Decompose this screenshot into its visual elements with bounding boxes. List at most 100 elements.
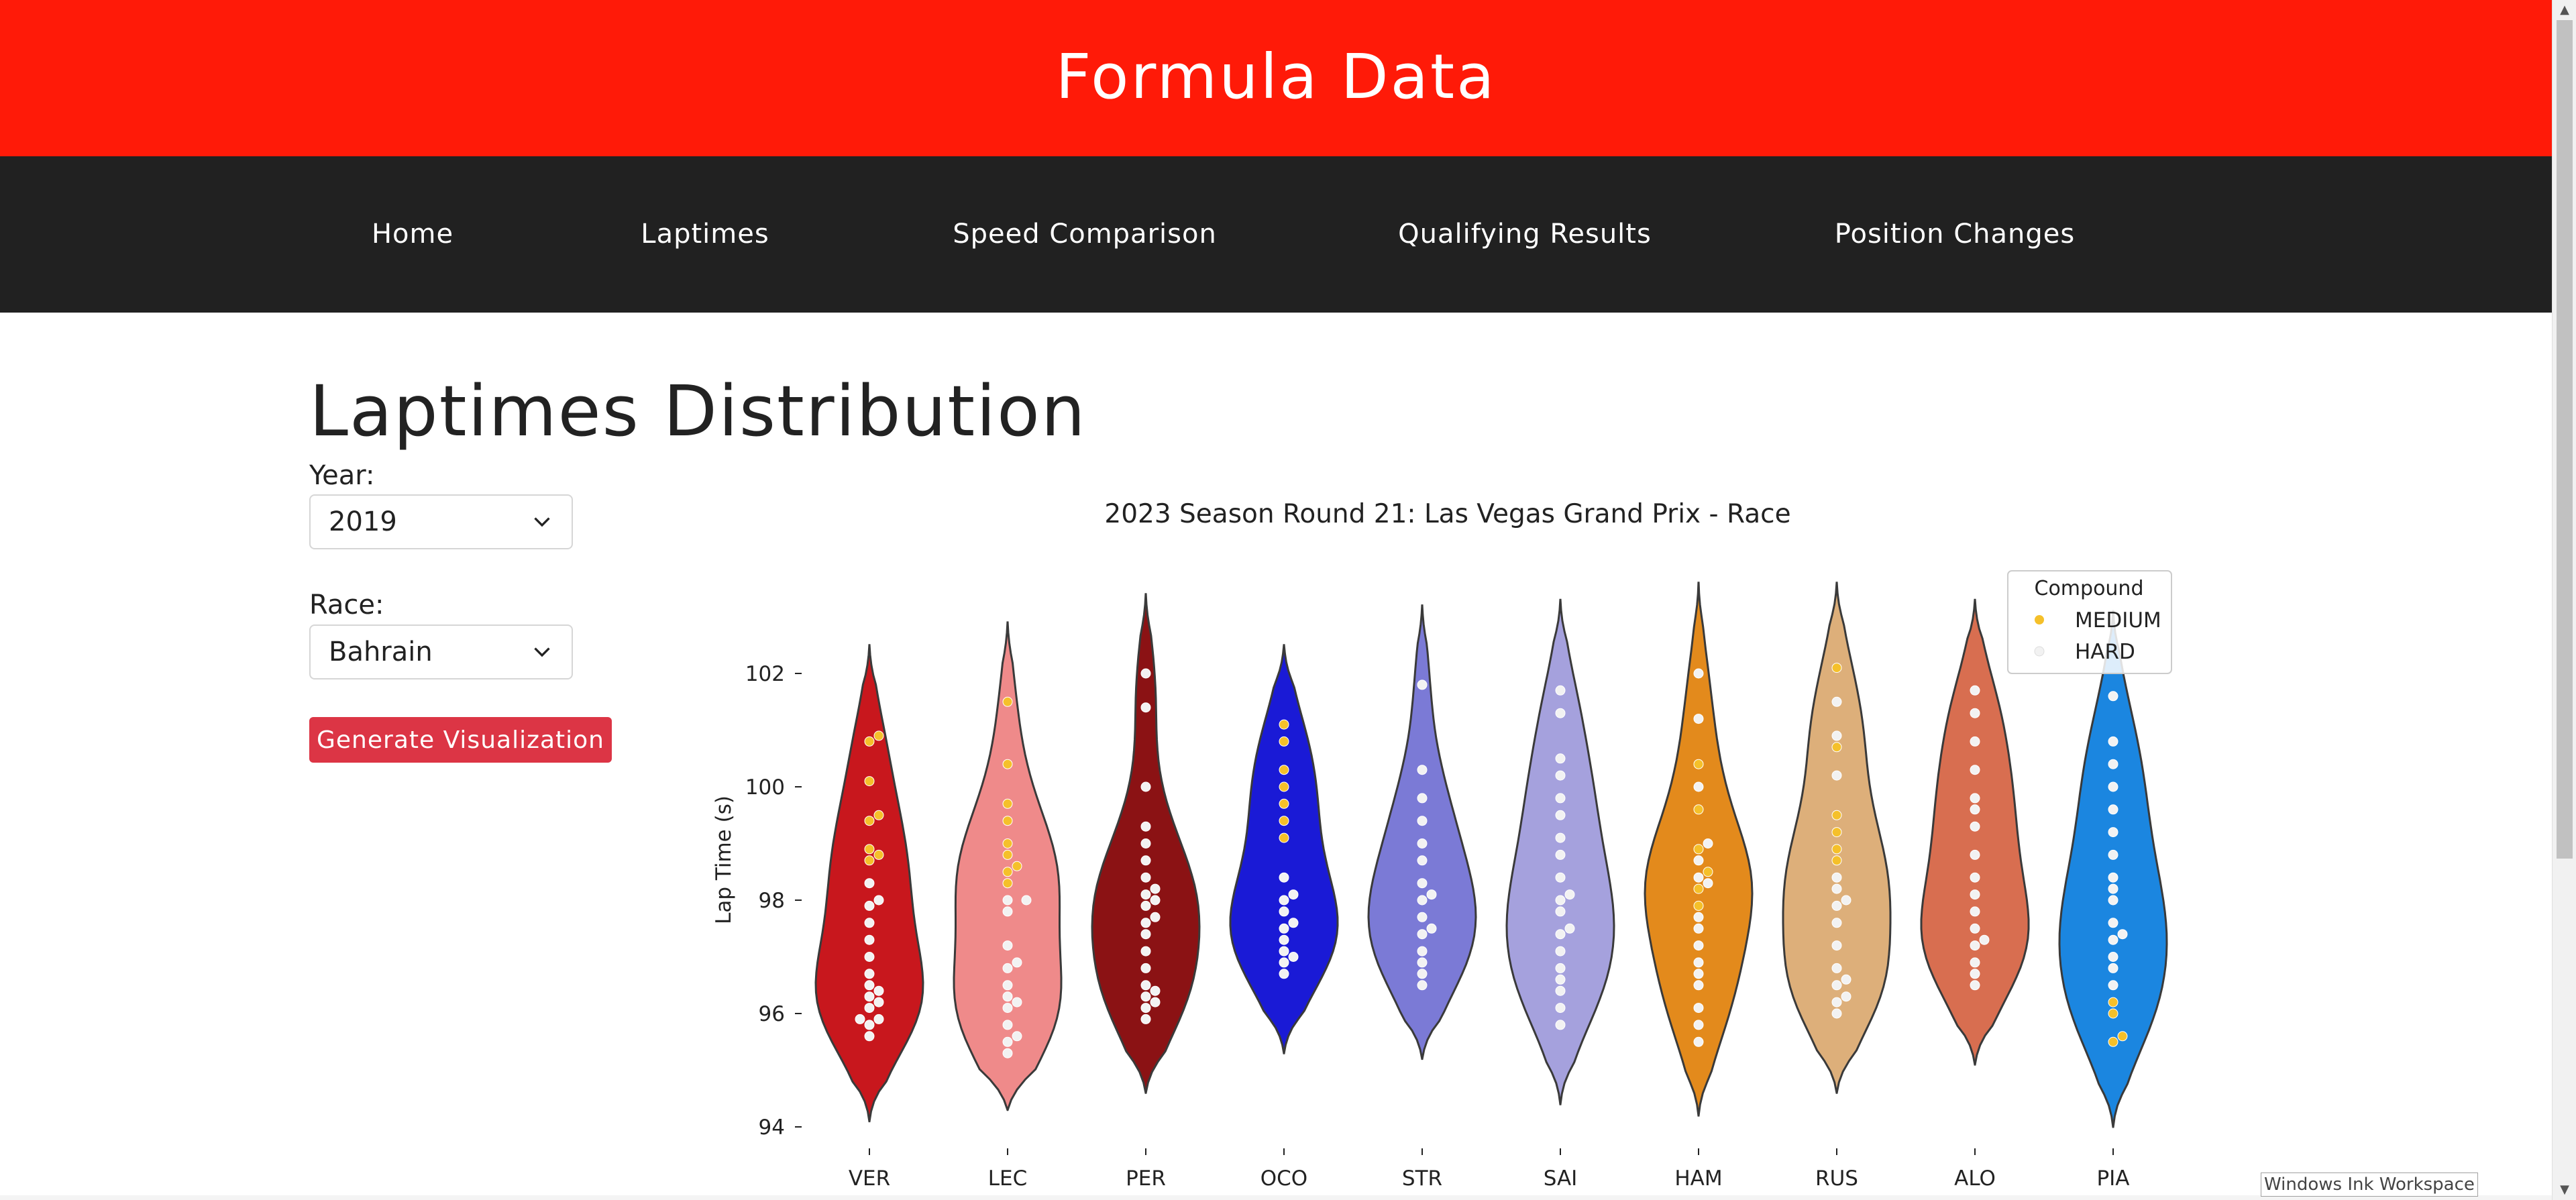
race-select[interactable]: Bahrain <box>309 624 573 679</box>
lap-point-medium <box>873 849 884 860</box>
lap-point-medium <box>864 855 875 866</box>
lap-point-hard <box>2108 934 2118 945</box>
nav-qualifying-results[interactable]: Qualifying Results <box>1398 219 1652 250</box>
lap-point-medium <box>1693 759 1704 769</box>
lap-point-medium <box>2108 1036 2118 1047</box>
nav-speed-comparison[interactable]: Speed Comparison <box>953 219 1217 250</box>
x-tick-label: HAM <box>1674 1166 1722 1191</box>
lap-point-hard <box>1288 918 1299 928</box>
lap-point-medium <box>1279 832 1289 843</box>
lap-point-hard <box>1831 1008 1842 1019</box>
lap-point-hard <box>1150 895 1161 906</box>
scrollbar-thumb[interactable] <box>2557 20 2573 859</box>
scroll-down-arrow-icon[interactable]: ▼ <box>2560 1183 2569 1197</box>
nav-position-changes[interactable]: Position Changes <box>1834 219 2076 250</box>
lap-point-hard <box>1140 929 1151 940</box>
lap-point-hard <box>864 991 875 1002</box>
lap-point-hard <box>1140 838 1151 849</box>
lap-point-hard <box>2108 952 2118 962</box>
lap-point-hard <box>1555 906 1566 917</box>
generate-visualization-button[interactable]: Generate Visualization <box>309 717 612 763</box>
lap-point-hard <box>1140 781 1151 792</box>
lap-point-medium <box>1002 816 1013 826</box>
lap-point-hard <box>1150 912 1161 922</box>
lap-point-medium <box>1831 663 1842 673</box>
lap-point-hard <box>2108 895 2118 906</box>
lap-point-medium <box>1831 844 1842 855</box>
lap-point-hard <box>873 895 884 906</box>
x-tick-label: PIA <box>2096 1166 2129 1191</box>
lap-point-hard <box>1693 912 1704 922</box>
lap-point-hard <box>1417 912 1428 922</box>
lap-point-hard <box>855 1014 865 1024</box>
lap-point-hard <box>1970 765 1980 775</box>
lap-point-hard <box>1002 991 1013 1002</box>
lap-point-hard <box>1417 946 1428 957</box>
lap-point-hard <box>1417 957 1428 968</box>
lap-point-hard <box>864 952 875 962</box>
lap-point-hard <box>1417 855 1428 866</box>
lap-point-medium <box>1279 736 1289 747</box>
x-tick-label: VER <box>849 1166 890 1191</box>
lap-point-hard <box>1703 838 1713 849</box>
lap-point-hard <box>1002 1020 1013 1030</box>
legend-label-hard: HARD <box>2075 640 2135 664</box>
lap-point-hard <box>1417 838 1428 849</box>
y-tick-label: 100 <box>745 775 785 800</box>
lap-point-medium <box>2117 1031 2128 1042</box>
lap-point-medium <box>1002 696 1013 707</box>
lap-point-hard <box>1555 832 1566 843</box>
site-title: Formula Data <box>1055 41 1497 113</box>
lap-point-hard <box>2108 883 2118 894</box>
x-tick-label: ALO <box>1954 1166 1996 1191</box>
violin-alo <box>1920 598 2030 1066</box>
lap-point-hard <box>1693 1003 1704 1014</box>
lap-point-hard <box>1555 793 1566 804</box>
violin-oco <box>1229 644 1339 1054</box>
lap-point-hard <box>1012 957 1022 968</box>
lap-point-hard <box>1555 708 1566 718</box>
x-tick-label: LEC <box>988 1166 1028 1191</box>
lap-point-hard <box>2108 849 2118 860</box>
lap-point-hard <box>1841 895 1851 906</box>
lap-point-hard <box>1140 980 1151 991</box>
lap-point-medium <box>1693 900 1704 911</box>
lap-point-medium <box>1693 804 1704 815</box>
lap-point-hard <box>1970 889 1980 900</box>
lap-point-medium <box>1002 878 1013 889</box>
lap-point-hard <box>1002 940 1013 951</box>
lap-point-hard <box>1555 810 1566 820</box>
y-axis-label: Lap Time (s) <box>712 796 736 924</box>
legend-box <box>2007 570 2172 674</box>
nav-laptimes[interactable]: Laptimes <box>641 219 769 250</box>
lap-point-hard <box>1693 781 1704 792</box>
lap-point-hard <box>1012 1031 1022 1042</box>
lap-point-hard <box>1831 696 1842 707</box>
lap-point-hard <box>873 985 884 996</box>
lap-point-medium <box>1831 827 1842 838</box>
lap-point-hard <box>1555 985 1566 996</box>
lap-point-hard <box>1555 963 1566 973</box>
lap-point-hard <box>1417 793 1428 804</box>
lap-point-hard <box>873 1014 884 1024</box>
lap-point-hard <box>2108 872 2118 883</box>
lap-point-hard <box>864 980 875 991</box>
scroll-up-arrow-icon[interactable]: ▲ <box>2560 3 2569 17</box>
lap-point-medium <box>1002 798 1013 809</box>
lap-point-hard <box>1831 980 1842 991</box>
lap-point-hard <box>1564 889 1575 900</box>
lap-point-medium <box>1279 765 1289 775</box>
vertical-scrollbar[interactable]: ▲ ▼ <box>2552 0 2576 1200</box>
year-select[interactable]: 2019 <box>309 494 573 549</box>
lap-point-hard <box>1564 923 1575 934</box>
lap-point-medium <box>1831 810 1842 820</box>
lap-point-hard <box>2108 804 2118 815</box>
lap-point-hard <box>1555 974 1566 985</box>
nav-home[interactable]: Home <box>371 219 454 250</box>
lap-point-hard <box>1693 969 1704 979</box>
chevron-down-icon <box>534 517 550 527</box>
lap-point-medium <box>2108 1008 2118 1019</box>
lap-point-hard <box>1417 969 1428 979</box>
lap-point-hard <box>2108 691 2118 702</box>
